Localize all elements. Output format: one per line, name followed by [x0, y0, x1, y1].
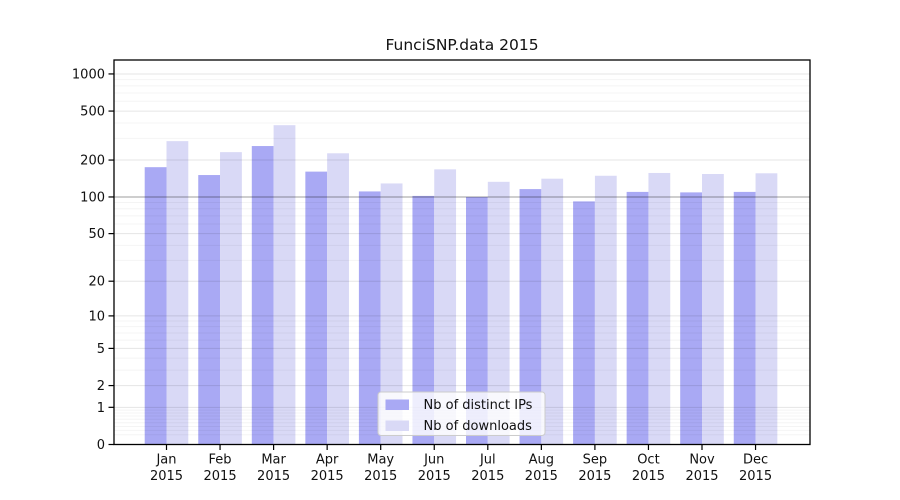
x-tick-label-month: Jul: [479, 453, 496, 468]
x-tick-label-month: Oct: [637, 453, 659, 468]
bar-downloads-jun: [434, 169, 457, 445]
y-tick-label: 500: [80, 105, 105, 120]
x-tick-label-year: 2015: [150, 469, 183, 484]
bars-layer: [144, 125, 778, 445]
bar-distinct-ips-jun: [412, 195, 435, 445]
bar-distinct-ips-may: [358, 191, 381, 445]
x-tick-label-month: Dec: [743, 453, 768, 468]
x-tick-label-year: 2015: [364, 469, 397, 484]
y-tick-label: 100: [80, 190, 105, 205]
x-tick-label-month: May: [367, 453, 394, 468]
bar-downloads-oct: [648, 172, 671, 445]
x-tick-label-month: Aug: [529, 453, 554, 468]
x-tick-label-month: Feb: [209, 453, 232, 468]
bar-distinct-ips-jul: [466, 196, 488, 445]
bar-downloads-may: [380, 183, 403, 445]
x-tick-label-year: 2015: [418, 469, 451, 484]
bar-downloads-feb: [220, 152, 242, 445]
y-tick-label: 5: [97, 342, 105, 357]
y-tick-label: 0: [97, 438, 105, 453]
bar-distinct-ips-feb: [198, 175, 221, 445]
x-tick-label-month: Jun: [423, 453, 444, 468]
bar-distinct-ips-sep: [573, 201, 595, 445]
grid-layer: [114, 73, 810, 436]
bar-distinct-ips-nov: [680, 192, 702, 445]
legend: Nb of distinct IPs Nb of downloads: [377, 391, 546, 436]
bar-distinct-ips-aug: [519, 189, 542, 445]
legend-label-distinct-ips: Nb of distinct IPs: [424, 398, 533, 413]
x-tick-label-year: 2015: [739, 469, 772, 484]
axis-layer: 10005002001005020105210Jan2015Feb2015Mar…: [72, 67, 772, 484]
x-tick-label-year: 2015: [685, 469, 718, 484]
y-tick-label: 50: [88, 227, 105, 242]
y-tick-label: 10: [88, 309, 105, 324]
x-tick-label-month: Sep: [583, 453, 608, 468]
bar-downloads-nov: [702, 173, 724, 445]
bar-downloads-sep: [594, 175, 617, 445]
bar-distinct-ips-dec: [733, 191, 756, 445]
bar-distinct-ips-mar: [251, 146, 274, 445]
bar-downloads-mar: [273, 125, 296, 445]
y-tick-label: 1000: [72, 67, 105, 82]
legend-label-downloads: Nb of downloads: [424, 419, 533, 434]
x-tick-label-month: Jan: [155, 453, 176, 468]
y-tick-label: 1: [97, 401, 105, 416]
x-tick-label-month: Mar: [261, 453, 286, 468]
x-tick-label-year: 2015: [525, 469, 558, 484]
x-tick-label-year: 2015: [257, 469, 290, 484]
bar-distinct-ips-jan: [144, 167, 167, 445]
bar-downloads-aug: [541, 178, 564, 445]
bar-downloads-jan: [166, 141, 189, 445]
legend-swatch-downloads-icon: [385, 420, 409, 431]
bar-downloads-jul: [487, 181, 510, 445]
legend-swatch-distinct-ips-icon: [385, 399, 409, 410]
bar-downloads-dec: [755, 173, 778, 445]
bar-downloads-apr: [327, 153, 349, 445]
x-tick-label-year: 2015: [578, 469, 611, 484]
x-tick-label-year: 2015: [471, 469, 504, 484]
x-tick-label-month: Apr: [316, 453, 339, 468]
legend-box: [377, 391, 546, 436]
y-tick-label: 20: [88, 275, 105, 290]
plot-frame: [113, 59, 811, 446]
chart-title: FunciSNP.data 2015: [385, 36, 538, 54]
x-tick-label-year: 2015: [311, 469, 344, 484]
x-tick-label-year: 2015: [204, 469, 237, 484]
y-tick-label: 200: [80, 154, 105, 169]
x-tick-label-month: Nov: [689, 453, 715, 468]
bar-distinct-ips-apr: [305, 171, 328, 445]
bar-distinct-ips-oct: [626, 191, 649, 445]
x-tick-label-year: 2015: [632, 469, 665, 484]
y-tick-label: 2: [97, 379, 105, 394]
